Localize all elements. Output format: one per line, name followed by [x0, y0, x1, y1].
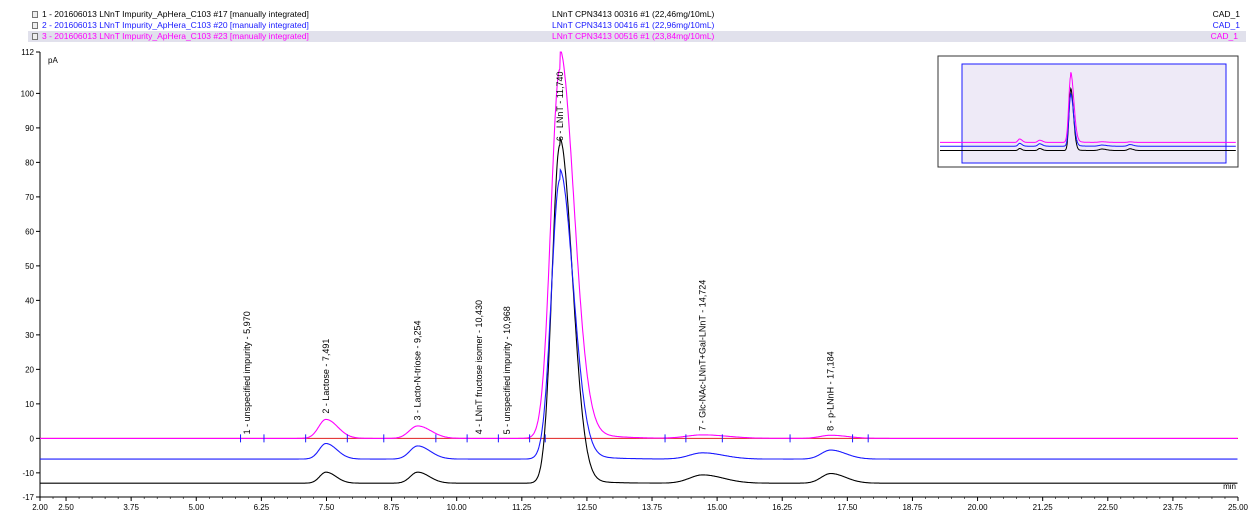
legend-trace-name: 2 - 201606013 LNnT Impurity_ApHera_C103 … — [42, 20, 309, 30]
x-tick-label: 22.50 — [1098, 503, 1119, 512]
y-tick-label: 30 — [25, 331, 34, 340]
x-tick-label: 17.50 — [837, 503, 858, 512]
overview-window[interactable] — [937, 55, 1239, 168]
trace-icon[interactable] — [32, 11, 38, 18]
x-tick-label: 6.25 — [254, 503, 270, 512]
x-tick-label: 5.00 — [188, 503, 204, 512]
x-axis-label: min — [1223, 482, 1236, 491]
peak-label: 1 - unspecified impurity - 5,970 — [242, 311, 252, 434]
legend-sample: LNnT CPN3413 00316 #1 (22,46mg/10mL) — [552, 9, 715, 19]
x-tick-label: 13.75 — [642, 503, 663, 512]
legend-detector: CAD_1 — [1212, 9, 1240, 19]
y-tick-label: 50 — [25, 262, 34, 271]
overview-trace — [940, 92, 1236, 147]
trace-line — [40, 136, 1238, 484]
y-tick-label: 112 — [21, 48, 34, 57]
y-tick-label: 90 — [25, 124, 34, 133]
peak-label: 4 - LNnT fructose isomer - 10,430 — [474, 300, 484, 434]
legend-sample: LNnT CPN3413 00416 #1 (22,96mg/10mL) — [552, 20, 715, 30]
legend-trace-name: 1 - 201606013 LNnT Impurity_ApHera_C103 … — [42, 9, 309, 19]
peak-labels: 1 - unspecified impurity - 5,970 2 - Lact… — [242, 71, 836, 434]
x-tick-label: 2.50 — [58, 503, 74, 512]
legend-row-1[interactable]: 1 - 201606013 LNnT Impurity_ApHera_C103 … — [0, 9, 1248, 20]
legend-sample: LNnT CPN3413 00516 #1 (23,84mg/10mL) — [552, 31, 715, 41]
y-tick-label: 20 — [25, 365, 34, 374]
y-axis-label: pA — [48, 56, 58, 65]
x-tick-label: 18.75 — [902, 503, 923, 512]
y-tick-label: 10 — [25, 400, 34, 409]
peak-label: 6 - LNnT - 11,740 — [555, 71, 565, 141]
peak-label: 3 - Lacto-N-triose - 9,254 — [413, 321, 423, 421]
y-tick-label: 100 — [21, 89, 35, 98]
trace-line — [40, 51, 1238, 439]
legend-detector: CAD_1 — [1210, 31, 1238, 41]
legend-row-2[interactable]: 2 - 201606013 LNnT Impurity_ApHera_C103 … — [0, 20, 1248, 31]
x-tick-label: 11.25 — [512, 503, 532, 512]
y-tick-label: 70 — [25, 193, 34, 202]
x-tick-label: 25.00 — [1228, 503, 1248, 512]
x-tick-label: 10.00 — [447, 503, 468, 512]
y-tick-label: -10 — [22, 469, 34, 478]
x-tick-label: 2.00 — [32, 503, 48, 512]
trace-line — [40, 168, 1238, 460]
y-tick-label: 80 — [25, 158, 34, 167]
x-tick-label: 12.50 — [577, 503, 598, 512]
legend-row-3[interactable]: 3 - 201606013 LNnT Impurity_ApHera_C103 … — [28, 31, 1246, 42]
y-tick-label: 0 — [30, 434, 35, 443]
x-tick-label: 20.00 — [968, 503, 989, 512]
y-tick-label: -17 — [22, 493, 34, 502]
trace-lines — [40, 51, 1238, 484]
peak-label: 7 - Glc-NAc-LNnT+Gal-LNnT - 14,724 — [698, 280, 708, 431]
peak-label: 5 - unspecified impurity - 10,968 — [502, 306, 512, 434]
peak-label: 2 - Lactose - 7,491 — [321, 339, 331, 414]
peak-label: 8 - p-LNnH - 17,184 — [826, 351, 836, 431]
chromatogram-legend: 1 - 201606013 LNnT Impurity_ApHera_C103 … — [0, 0, 1248, 52]
integration-marks — [240, 434, 869, 443]
x-tick-label: 8.75 — [384, 503, 400, 512]
x-tick-label: 21.25 — [1033, 503, 1054, 512]
legend-detector: CAD_1 — [1212, 20, 1240, 30]
legend-trace-name: 3 - 201606013 LNnT Impurity_ApHera_C103 … — [42, 31, 309, 41]
trace-icon[interactable] — [32, 22, 38, 29]
x-tick-label: 15.00 — [707, 503, 728, 512]
x-tick-label: 3.75 — [123, 503, 139, 512]
trace-icon[interactable] — [32, 33, 38, 40]
y-tick-label: 40 — [25, 296, 34, 305]
x-tick-label: 7.50 — [319, 503, 335, 512]
x-tick-label: 16.25 — [772, 503, 793, 512]
overview-trace — [940, 86, 1236, 151]
y-tick-label: 60 — [25, 227, 34, 236]
x-tick-label: 23.75 — [1163, 503, 1184, 512]
overview-trace — [940, 72, 1236, 143]
zoom-rectangle — [961, 63, 1227, 164]
